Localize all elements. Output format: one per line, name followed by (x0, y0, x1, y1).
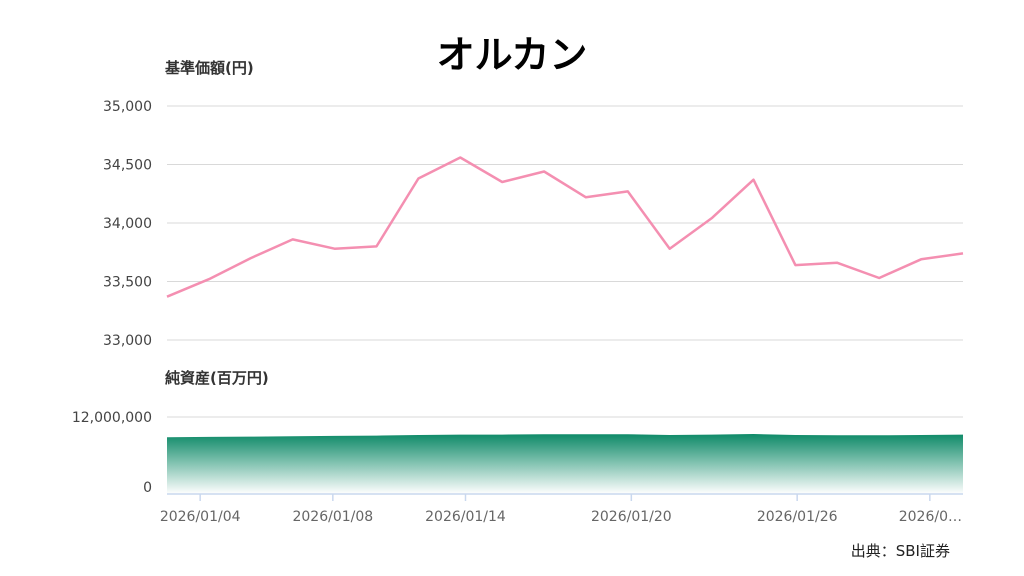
x-tick-label: 2026/01/14 (425, 509, 506, 525)
price-y-ticks: 35,000 34,500 34,000 33,500 33,000 (103, 99, 152, 349)
chart-title: オルカン (437, 32, 588, 77)
price-grid (167, 105, 963, 341)
asset-series-area (167, 434, 963, 494)
price-y-tick-label: 33,000 (103, 333, 152, 349)
asset-y-tick-label: 12,000,000 (72, 410, 152, 426)
price-series-line (166, 156, 964, 298)
asset-panel-label: 純資産(百万円) (165, 369, 269, 387)
asset-y-ticks: 12,000,000 0 (72, 410, 152, 496)
x-tick-label: 2026/0… (899, 509, 962, 525)
price-y-tick-label: 34,000 (103, 216, 152, 232)
x-tick-label: 2026/01/08 (292, 509, 373, 525)
price-y-tick-label: 34,500 (103, 158, 152, 174)
asset-y-tick-label: 0 (143, 480, 152, 496)
x-tick-label: 2026/01/26 (757, 509, 838, 525)
x-tick-label: 2026/01/20 (591, 509, 672, 525)
price-y-tick-label: 35,000 (103, 99, 152, 115)
x-axis: 2026/01/04 2026/01/08 2026/01/14 2026/01/20… (160, 493, 963, 525)
price-y-tick-label: 33,500 (103, 275, 152, 291)
price-panel-label: 基準価額(円) (164, 59, 254, 77)
x-tick-label: 2026/01/04 (160, 509, 241, 525)
source-note: 出典：SBI証券 (851, 542, 950, 560)
